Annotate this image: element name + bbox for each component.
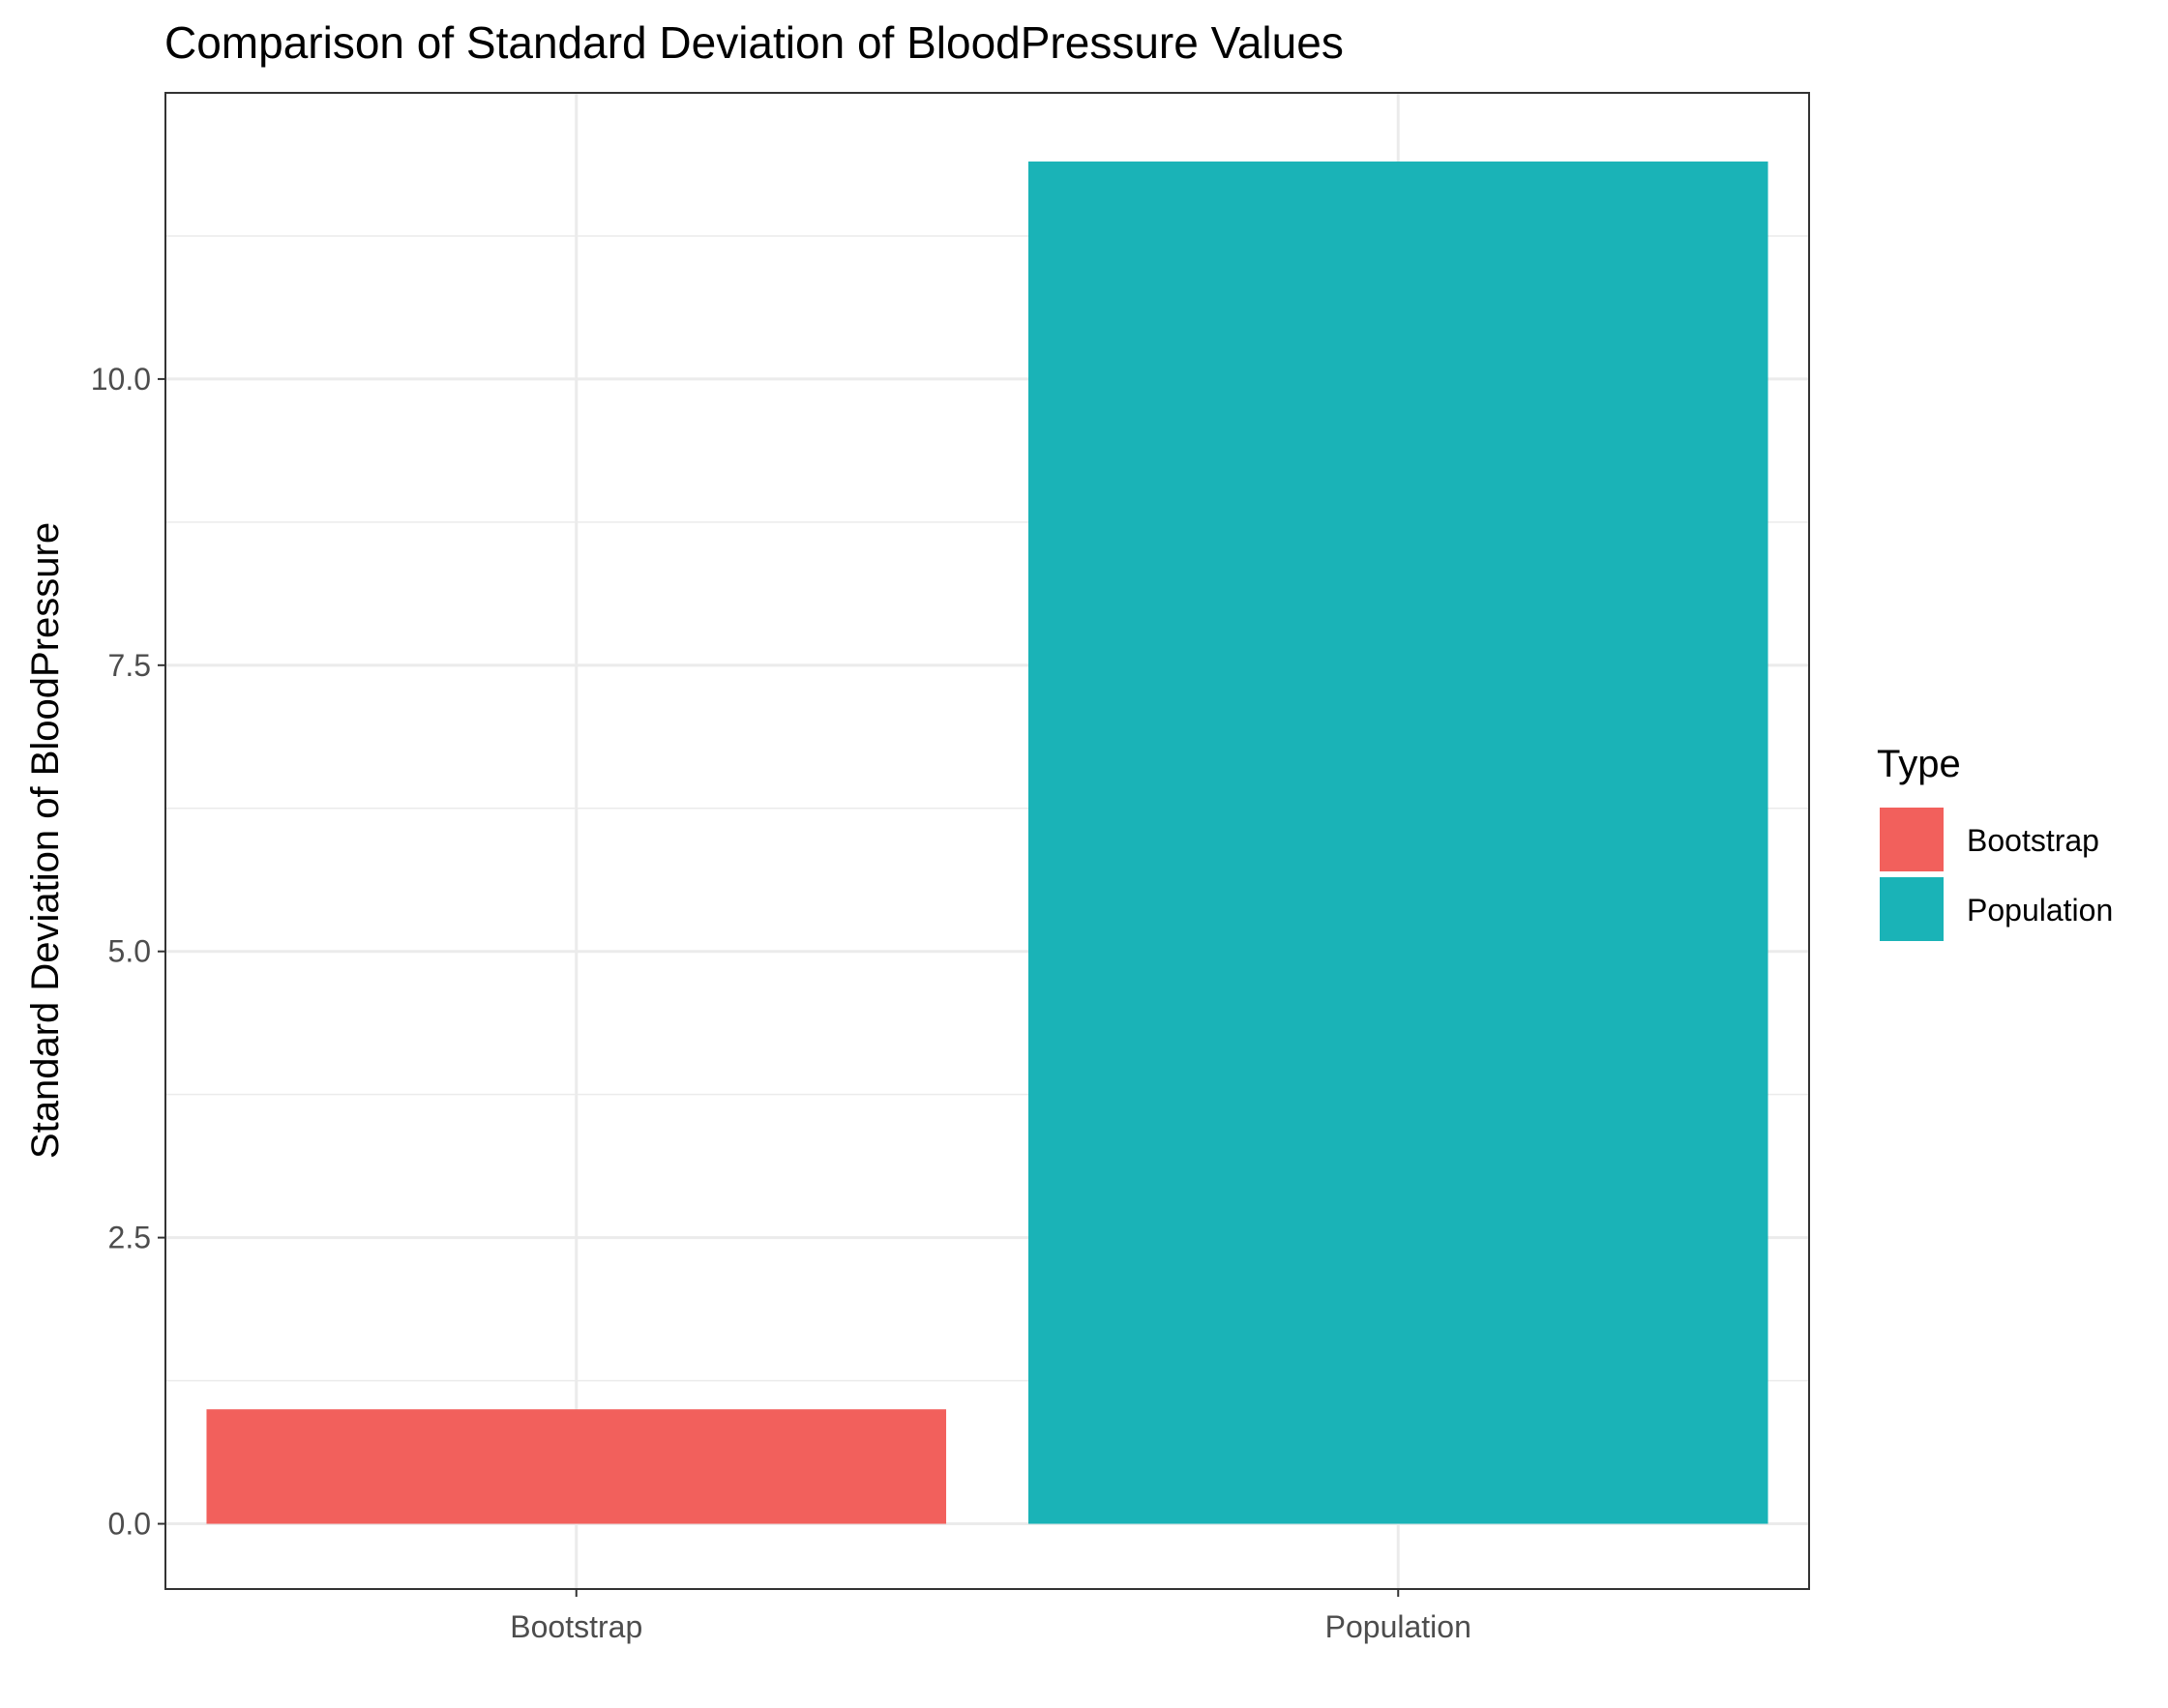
legend-label: Population bbox=[1967, 893, 2113, 928]
legend-label: Bootstrap bbox=[1967, 823, 2099, 858]
legend-key-bootstrap bbox=[1880, 808, 1944, 871]
y-tick-label: 7.5 bbox=[108, 648, 151, 683]
legend-entries: Bootstrap Population bbox=[1880, 808, 2113, 941]
bar-population bbox=[1027, 162, 1768, 1524]
chart-title: Comparison of Standard Deviation of Bloo… bbox=[164, 17, 1344, 68]
bars bbox=[206, 162, 1768, 1524]
y-tick-label: 10.0 bbox=[91, 362, 151, 397]
y-tick-label: 2.5 bbox=[108, 1221, 151, 1255]
legend: Type Bootstrap Population bbox=[1877, 743, 2113, 941]
plot-panel-border bbox=[164, 92, 1810, 1590]
y-axis-title: Standard Deviation of BloodPressure bbox=[24, 522, 67, 1159]
legend-title: Type bbox=[1877, 743, 1961, 785]
x-axis: Bootstrap Population bbox=[510, 1589, 1471, 1644]
legend-key-population bbox=[1880, 877, 1944, 941]
bar-bootstrap bbox=[206, 1409, 947, 1524]
x-tick-label: Population bbox=[1325, 1609, 1471, 1644]
x-tick-label: Bootstrap bbox=[510, 1609, 642, 1644]
y-axis: 0.0 2.5 5.0 7.5 10.0 bbox=[91, 362, 165, 1542]
y-tick-label: 0.0 bbox=[108, 1507, 151, 1542]
y-tick-label: 5.0 bbox=[108, 934, 151, 969]
